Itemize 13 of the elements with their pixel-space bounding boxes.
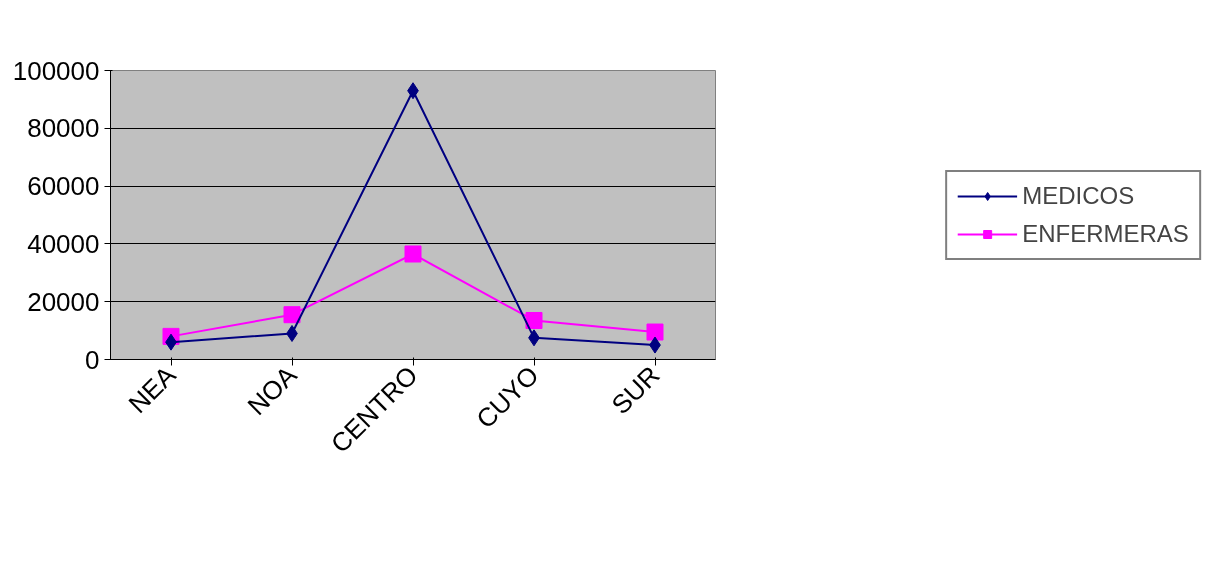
y-tick-label: 0 [85,344,100,375]
y-tick-label: 100000 [12,55,100,86]
y-tick-label: 80000 [27,113,100,144]
legend-label: ENFERMERAS [1022,219,1189,248]
legend-label: MEDICOS [1022,181,1135,210]
y-tick-label: 20000 [27,286,100,317]
y-tick-label: 60000 [27,171,100,202]
x-tick-label: NEA [122,359,183,419]
point [525,311,543,329]
point [283,306,301,324]
y-tick-label: 40000 [27,228,100,259]
point [404,245,422,263]
point [646,323,664,341]
